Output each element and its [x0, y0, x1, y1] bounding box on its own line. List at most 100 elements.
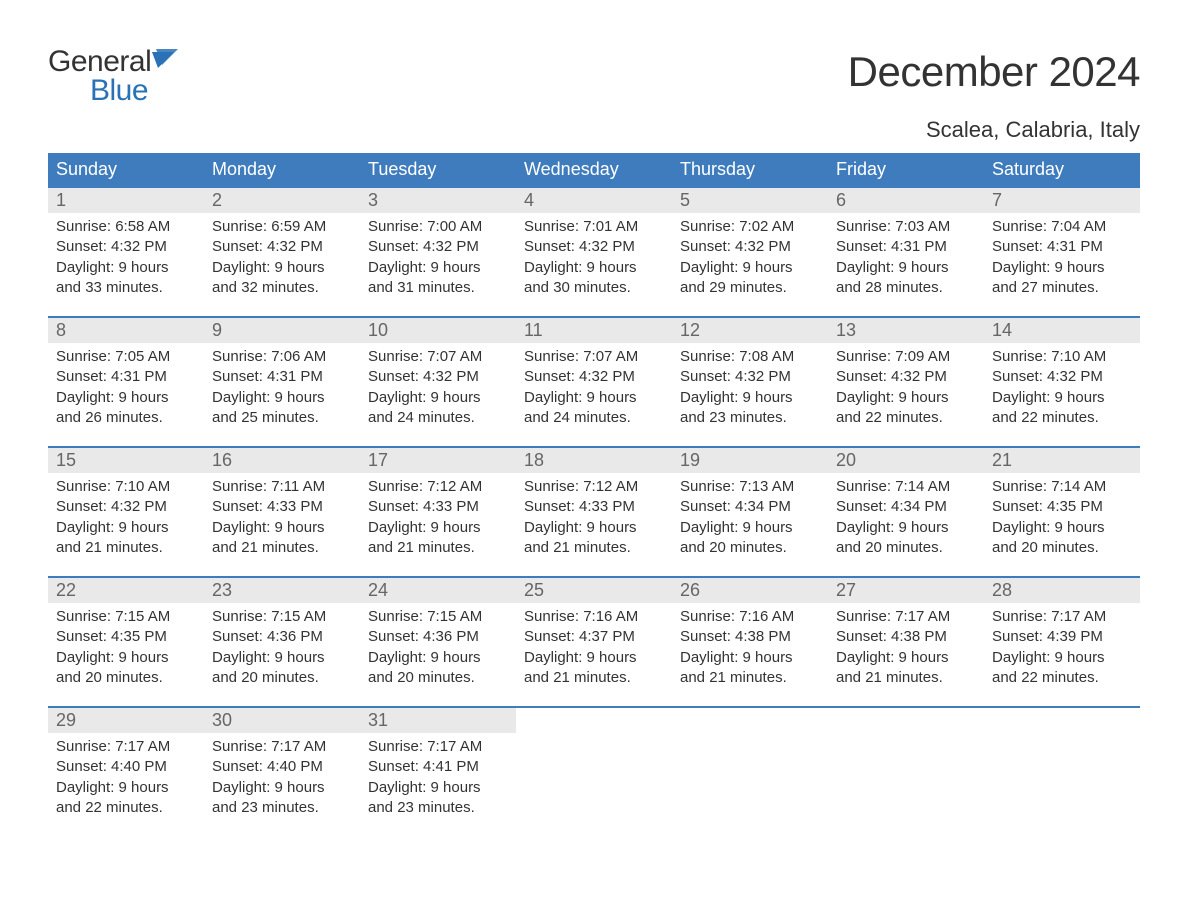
brand-text: General Blue	[48, 48, 180, 105]
day-day2: and 20 minutes.	[836, 538, 976, 558]
day-day1: Daylight: 9 hours	[368, 258, 508, 278]
day-sunset: Sunset: 4:38 PM	[836, 627, 976, 647]
day-number: 23	[204, 578, 360, 603]
day-body: Sunrise: 7:09 AMSunset: 4:32 PMDaylight:…	[836, 347, 976, 428]
day-sunset: Sunset: 4:38 PM	[680, 627, 820, 647]
day-body: Sunrise: 7:03 AMSunset: 4:31 PMDaylight:…	[836, 217, 976, 298]
day-sunset: Sunset: 4:33 PM	[524, 497, 664, 517]
weekday-col: Monday	[204, 153, 360, 186]
day-day2: and 26 minutes.	[56, 408, 196, 428]
day-sunrise: Sunrise: 7:17 AM	[368, 737, 508, 757]
day-cell: 20Sunrise: 7:14 AMSunset: 4:34 PMDayligh…	[828, 448, 984, 558]
weekday-col: Sunday	[48, 153, 204, 186]
day-sunset: Sunset: 4:33 PM	[368, 497, 508, 517]
day-sunrise: Sunrise: 7:04 AM	[992, 217, 1132, 237]
day-day2: and 21 minutes.	[212, 538, 352, 558]
day-sunrise: Sunrise: 6:58 AM	[56, 217, 196, 237]
day-day2: and 30 minutes.	[524, 278, 664, 298]
day-cell: 9 Sunrise: 7:06 AMSunset: 4:31 PMDaylight…	[204, 318, 360, 428]
day-day1: Daylight: 9 hours	[836, 258, 976, 278]
day-cell: 1 Sunrise: 6:58 AMSunset: 4:32 PMDaylight…	[48, 188, 204, 298]
day-cell: 12Sunrise: 7:08 AMSunset: 4:32 PMDayligh…	[672, 318, 828, 428]
day-body: Sunrise: 7:00 AMSunset: 4:32 PMDaylight:…	[368, 217, 508, 298]
day-body: Sunrise: 7:05 AMSunset: 4:31 PMDaylight:…	[56, 347, 196, 428]
day-number: 27	[828, 578, 984, 603]
day-cell: 4Sunrise: 7:01 AMSunset: 4:32 PMDaylight…	[516, 188, 672, 298]
day-day2: and 25 minutes.	[212, 408, 352, 428]
day-cell: 29Sunrise: 7:17 AMSunset: 4:40 PMDayligh…	[48, 708, 204, 818]
day-sunset: Sunset: 4:36 PM	[368, 627, 508, 647]
day-day1: Daylight: 9 hours	[212, 388, 352, 408]
day-number: 18	[516, 448, 672, 473]
day-day2: and 21 minutes.	[680, 668, 820, 688]
day-day1: Daylight: 9 hours	[524, 258, 664, 278]
day-number: 2	[204, 188, 360, 213]
day-day1: Daylight: 9 hours	[836, 518, 976, 538]
day-number: 22	[48, 578, 204, 603]
day-cell: 6 Sunrise: 7:03 AMSunset: 4:31 PMDaylight…	[828, 188, 984, 298]
day-cell: 7Sunrise: 7:04 AMSunset: 4:31 PMDaylight…	[984, 188, 1140, 298]
day-day1: Daylight: 9 hours	[680, 258, 820, 278]
week-row: 29Sunrise: 7:17 AMSunset: 4:40 PMDayligh…	[48, 706, 1140, 818]
day-number: 1	[48, 188, 204, 213]
day-sunset: Sunset: 4:36 PM	[212, 627, 352, 647]
weekday-col: Thursday	[672, 153, 828, 186]
day-cell: 30 Sunrise: 7:17 AMSunset: 4:40 PMDayligh…	[204, 708, 360, 818]
day-sunrise: Sunrise: 7:00 AM	[368, 217, 508, 237]
day-sunrise: Sunrise: 7:12 AM	[524, 477, 664, 497]
day-sunrise: Sunrise: 7:10 AM	[56, 477, 196, 497]
day-sunrise: Sunrise: 7:03 AM	[836, 217, 976, 237]
day-body: Sunrise: 7:12 AMSunset: 4:33 PMDaylight:…	[524, 477, 664, 558]
day-body: Sunrise: 7:17 AMSunset: 4:38 PMDaylight:…	[836, 607, 976, 688]
day-cell: 13Sunrise: 7:09 AMSunset: 4:32 PMDayligh…	[828, 318, 984, 428]
day-number: 4	[516, 188, 672, 213]
day-day1: Daylight: 9 hours	[212, 778, 352, 798]
day-day1: Daylight: 9 hours	[368, 778, 508, 798]
day-sunset: Sunset: 4:32 PM	[368, 237, 508, 257]
day-sunrise: Sunrise: 7:05 AM	[56, 347, 196, 367]
day-day2: and 21 minutes.	[524, 538, 664, 558]
brand-logo: General Blue	[48, 48, 180, 105]
day-number: 20	[828, 448, 984, 473]
day-number: 16	[204, 448, 360, 473]
day-sunrise: Sunrise: 7:01 AM	[524, 217, 664, 237]
day-sunrise: Sunrise: 7:17 AM	[992, 607, 1132, 627]
day-sunset: Sunset: 4:40 PM	[212, 757, 352, 777]
day-sunrise: Sunrise: 7:17 AM	[212, 737, 352, 757]
day-number: 31	[360, 708, 516, 733]
day-day1: Daylight: 9 hours	[680, 518, 820, 538]
day-day2: and 22 minutes.	[992, 668, 1132, 688]
day-day2: and 23 minutes.	[680, 408, 820, 428]
day-day1: Daylight: 9 hours	[56, 518, 196, 538]
day-day2: and 20 minutes.	[680, 538, 820, 558]
day-day2: and 23 minutes.	[212, 798, 352, 818]
day-cell: 18 Sunrise: 7:12 AMSunset: 4:33 PMDayligh…	[516, 448, 672, 558]
day-cell	[516, 708, 672, 818]
day-day2: and 21 minutes.	[368, 538, 508, 558]
day-number: 3	[360, 188, 516, 213]
day-day2: and 20 minutes.	[992, 538, 1132, 558]
day-sunrise: Sunrise: 7:13 AM	[680, 477, 820, 497]
day-day2: and 23 minutes.	[368, 798, 508, 818]
day-body: Sunrise: 7:06 AMSunset: 4:31 PMDaylight:…	[212, 347, 352, 428]
day-day2: and 21 minutes.	[836, 668, 976, 688]
day-day1: Daylight: 9 hours	[56, 258, 196, 278]
day-sunset: Sunset: 4:39 PM	[992, 627, 1132, 647]
day-number: 30	[204, 708, 360, 733]
day-sunset: Sunset: 4:32 PM	[992, 367, 1132, 387]
day-day1: Daylight: 9 hours	[992, 518, 1132, 538]
day-cell: 24Sunrise: 7:15 AMSunset: 4:36 PMDayligh…	[360, 578, 516, 688]
day-day1: Daylight: 9 hours	[56, 778, 196, 798]
weekday-col: Tuesday	[360, 153, 516, 186]
day-sunset: Sunset: 4:34 PM	[680, 497, 820, 517]
day-number: 15	[48, 448, 204, 473]
day-day2: and 33 minutes.	[56, 278, 196, 298]
day-body: Sunrise: 7:14 AMSunset: 4:35 PMDaylight:…	[992, 477, 1132, 558]
day-body: Sunrise: 7:15 AMSunset: 4:36 PMDaylight:…	[368, 607, 508, 688]
weekday-header: Sunday Monday Tuesday Wednesday Thursday…	[48, 153, 1140, 186]
day-body: Sunrise: 7:02 AMSunset: 4:32 PMDaylight:…	[680, 217, 820, 298]
day-body: Sunrise: 6:58 AMSunset: 4:32 PMDaylight:…	[56, 217, 196, 298]
day-number: 6	[828, 188, 984, 213]
day-number: 9	[204, 318, 360, 343]
day-number: 12	[672, 318, 828, 343]
